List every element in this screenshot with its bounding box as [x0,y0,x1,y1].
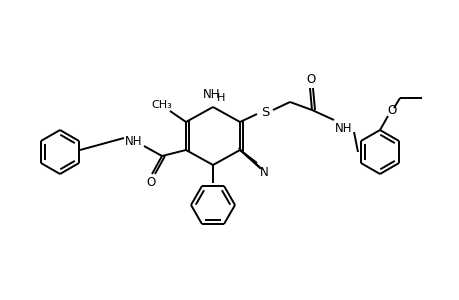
Text: O: O [146,176,155,190]
Text: O: O [306,73,315,85]
Text: NH: NH [125,134,142,148]
Text: N: N [259,167,268,179]
Text: H: H [216,93,225,103]
Text: NH: NH [203,88,220,100]
Text: O: O [386,103,396,116]
Text: CH₃: CH₃ [151,100,172,110]
Text: NH: NH [335,122,352,134]
Text: S: S [260,106,269,118]
